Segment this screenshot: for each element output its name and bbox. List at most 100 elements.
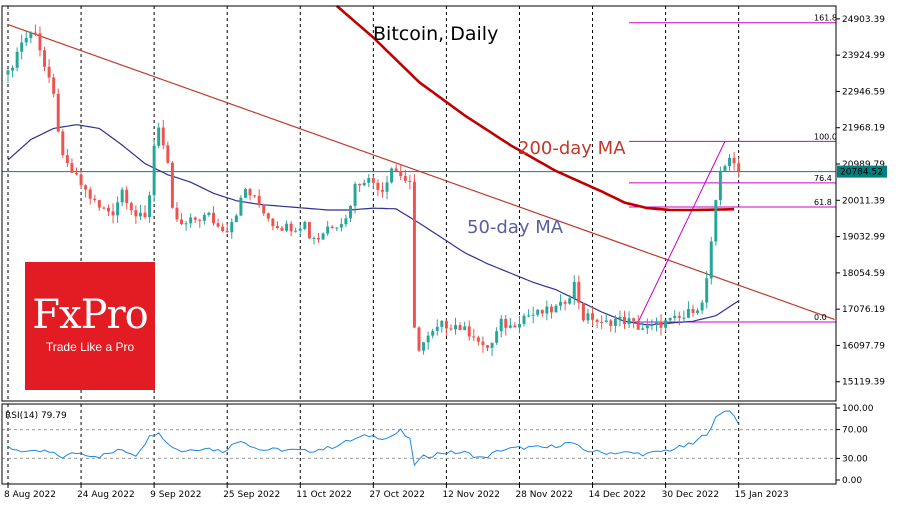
candle-body <box>285 223 289 231</box>
candle-body <box>61 131 65 156</box>
candle-body <box>116 202 120 216</box>
candle-body <box>495 331 499 343</box>
candle-body <box>298 228 302 231</box>
candle-body <box>531 314 535 316</box>
candle-body <box>714 200 718 242</box>
candle-body <box>170 162 174 208</box>
candle-body <box>632 318 636 321</box>
candle-body <box>540 309 544 314</box>
candle-body <box>559 301 563 306</box>
candle-body <box>349 205 352 219</box>
candle-body <box>609 320 613 326</box>
candle-body <box>230 222 234 233</box>
x-tick-label: 24 Aug 2022 <box>77 490 135 500</box>
y-tick-label: 21968.19 <box>842 124 885 134</box>
candle-body <box>93 198 97 201</box>
candle-body <box>664 320 668 328</box>
current-price-box <box>837 165 887 178</box>
main-panel-frame <box>1 5 837 402</box>
candle-body <box>280 228 284 231</box>
candle-body <box>431 330 435 336</box>
x-tick-label: 14 Dec 2022 <box>589 490 647 500</box>
candle-body <box>408 180 412 182</box>
candle-body <box>317 237 321 240</box>
gridlines <box>2 6 836 484</box>
x-tick-label: 27 Oct 2022 <box>369 490 425 500</box>
ma50-line <box>7 124 740 326</box>
candle-body <box>271 218 275 227</box>
downtrend-line <box>7 23 835 320</box>
candle-body <box>380 189 384 192</box>
candle-body <box>266 213 270 219</box>
candle-body <box>43 50 47 67</box>
y-tick-label: 18054.59 <box>842 269 885 279</box>
fxpro-logo: FxPro Trade Like a Pro <box>25 262 155 390</box>
candle-body <box>344 218 348 225</box>
candle-body <box>303 222 307 229</box>
candle-body <box>371 178 375 183</box>
candle-body <box>326 226 330 234</box>
candle-body <box>636 320 640 330</box>
candle-body <box>52 77 56 94</box>
candle-body <box>253 195 257 197</box>
x-tick-label: 30 Dec 2022 <box>662 490 720 500</box>
candle-body <box>202 214 206 221</box>
candle-body <box>84 185 88 190</box>
candle-body <box>549 306 553 313</box>
chart-title: Bitcoin, Daily <box>373 23 498 45</box>
candle-body <box>367 178 371 183</box>
candle-body <box>618 316 622 319</box>
candle-body <box>481 341 485 346</box>
y-tick-label: 19032.99 <box>842 233 885 243</box>
x-tick-label: 8 Aug 2022 <box>4 490 56 500</box>
candle-body <box>134 210 138 217</box>
candle-body <box>645 326 649 329</box>
x-tick-label: 15 Jan 2023 <box>735 490 789 500</box>
candle-body <box>677 315 681 318</box>
candle-body <box>650 324 654 327</box>
candle-body <box>435 326 439 331</box>
rsi-label: RSI(14) 79.79 <box>5 411 67 421</box>
candle-body <box>654 321 658 325</box>
candle-body <box>262 204 266 214</box>
candle-body <box>581 302 585 321</box>
candle-body <box>563 301 567 304</box>
candle-body <box>243 189 247 198</box>
candle-body <box>390 168 394 183</box>
candle-body <box>24 37 28 43</box>
candle-body <box>476 337 480 342</box>
ma200-label: 200-day MA <box>518 138 626 159</box>
candle-body <box>426 335 430 343</box>
candle-body <box>376 182 380 190</box>
candle-body <box>472 336 476 338</box>
candle-body <box>737 163 741 172</box>
candle-body <box>682 317 686 319</box>
candle-body <box>239 197 243 216</box>
candle-body <box>180 219 184 225</box>
candle-body <box>458 325 462 331</box>
candle-body <box>554 305 558 313</box>
candle-body <box>449 328 453 330</box>
fib-level-label: 0.0 <box>814 313 827 322</box>
candle-body <box>422 342 426 351</box>
x-tick-label: 11 Oct 2022 <box>296 490 352 500</box>
candle-body <box>15 51 19 68</box>
candle-body <box>486 345 489 348</box>
candle-body <box>38 33 42 51</box>
candle-body <box>312 237 316 239</box>
candle-body <box>454 325 458 330</box>
candle-body <box>641 328 645 330</box>
candle-body <box>536 309 540 315</box>
x-tick-label: 28 Nov 2022 <box>515 490 573 500</box>
candle-body <box>33 32 37 34</box>
candle-body <box>234 215 238 223</box>
candle-body <box>490 342 494 348</box>
indicator-lines <box>2 5 836 467</box>
candle-body <box>70 163 74 173</box>
candle-body <box>591 313 595 320</box>
candle-body <box>65 155 69 164</box>
brand-name: FxPro <box>32 292 148 338</box>
y-tick-label: 16097.79 <box>842 341 885 351</box>
candle-body <box>307 222 311 239</box>
